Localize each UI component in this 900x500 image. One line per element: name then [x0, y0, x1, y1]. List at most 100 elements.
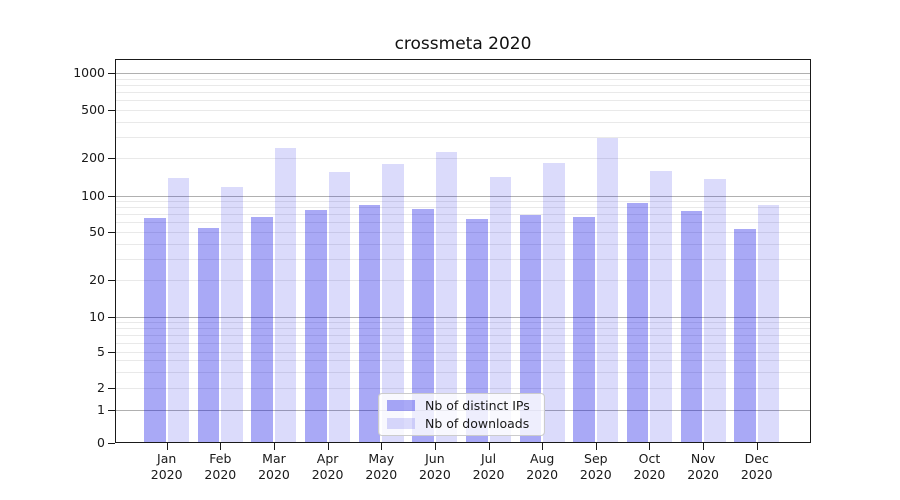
bar-nb-of-downloads-jun — [435, 151, 458, 443]
gridline-minor — [115, 280, 811, 281]
y-tick-label: 5 — [97, 343, 105, 359]
bar-nb-of-distinct-ips-mar — [251, 217, 273, 443]
x-tick — [757, 443, 758, 450]
x-tick-month: Nov — [690, 451, 716, 466]
y-tick-label: 1000 — [73, 65, 105, 80]
y-tick — [108, 232, 115, 233]
x-tick-label: Jan 2020 — [135, 451, 199, 482]
x-tick-label: Apr 2020 — [296, 451, 360, 482]
bar-nb-of-distinct-ips-sep — [573, 217, 595, 443]
y-tick — [108, 73, 115, 74]
x-tick-month: Jun — [425, 451, 445, 466]
x-tick-label: Jul 2020 — [457, 451, 521, 482]
gridline-minor — [115, 85, 811, 86]
x-tick — [703, 443, 704, 450]
y-tick — [108, 443, 115, 444]
gridline-minor — [115, 244, 811, 245]
gridline-minor — [115, 322, 811, 323]
chart-title: crossmeta 2020 — [394, 34, 532, 54]
bar-nb-of-downloads-feb — [221, 186, 243, 443]
x-tick — [274, 443, 275, 450]
bar-nb-of-downloads-apr — [328, 172, 351, 443]
x-tick-year: 2020 — [687, 466, 719, 482]
bar-nb-of-downloads-may — [382, 164, 404, 443]
gridline-minor — [115, 214, 811, 215]
x-tick-label: Nov 2020 — [671, 451, 735, 482]
x-tick-month: Jul — [480, 451, 497, 466]
gridline-minor — [115, 388, 811, 389]
y-tick — [108, 410, 115, 411]
gridline-minor — [115, 100, 811, 101]
x-tick — [381, 443, 382, 450]
x-tick-year: 2020 — [740, 466, 773, 482]
x-tick-month: Feb — [209, 451, 232, 466]
x-tick — [167, 443, 168, 450]
x-tick-month: Jan — [157, 451, 177, 466]
x-tick-month: Dec — [744, 451, 769, 466]
gridline-minor — [115, 343, 811, 344]
gridline-minor — [115, 328, 811, 329]
legend-label-downloads: Nb of downloads — [425, 416, 530, 431]
x-tick — [220, 443, 221, 450]
y-tick — [108, 280, 115, 281]
bar-nb-of-downloads-mar — [274, 148, 297, 443]
legend-item-distinct-ips: Nb of distinct IPs — [387, 398, 544, 413]
x-tick-year: 2020 — [418, 466, 451, 482]
gridline-minor — [115, 110, 811, 111]
bar-nb-of-downloads-dec — [757, 204, 780, 443]
x-tick-month: Apr — [316, 451, 339, 466]
gridline-major — [115, 317, 811, 318]
gridline-minor — [115, 335, 811, 336]
x-tick — [542, 443, 543, 450]
x-tick-label: May 2020 — [349, 451, 413, 482]
x-tick-label: Dec 2020 — [725, 451, 789, 482]
gridline-major — [115, 73, 811, 74]
bar-nb-of-distinct-ips-aug — [519, 215, 542, 443]
gridline-minor — [115, 259, 811, 260]
y-tick-label: 50 — [89, 224, 105, 239]
gridline-minor — [115, 79, 811, 80]
x-tick — [596, 443, 597, 450]
y-tick-label: 200 — [81, 150, 105, 165]
bar-nb-of-distinct-ips-dec — [734, 228, 756, 443]
x-tick — [489, 443, 490, 450]
x-tick-label: Feb 2020 — [188, 451, 252, 482]
bar-nb-of-distinct-ips-oct — [626, 202, 649, 443]
legend-swatch-distinct-ips — [387, 400, 415, 411]
x-tick-year: 2020 — [204, 466, 237, 482]
bar-nb-of-downloads-jan — [167, 178, 190, 443]
x-tick-label: Sep 2020 — [564, 451, 628, 482]
y-tick — [108, 158, 115, 159]
bar-nb-of-downloads-sep — [596, 138, 619, 443]
gridline-minor — [115, 122, 811, 123]
y-tick — [108, 196, 115, 197]
y-tick-label: 100 — [81, 187, 105, 203]
x-tick-month: Sep — [584, 451, 608, 466]
bar-nb-of-distinct-ips-jul — [466, 219, 488, 443]
bar-nb-of-downloads-oct — [650, 170, 672, 443]
x-tick-label: Jun 2020 — [403, 451, 467, 482]
gridline-minor — [115, 92, 811, 93]
gridline-minor — [115, 137, 811, 138]
x-tick-year: 2020 — [365, 466, 398, 482]
y-tick — [108, 352, 115, 353]
y-tick-label: 1 — [97, 401, 105, 417]
gridline-minor — [115, 232, 811, 233]
bar-nb-of-distinct-ips-jan — [144, 218, 166, 443]
legend-label-distinct-ips: Nb of distinct IPs — [425, 398, 530, 413]
bar-nb-of-distinct-ips-apr — [305, 209, 327, 443]
legend: Nb of distinct IPs Nb of downloads — [378, 393, 545, 436]
x-tick-month: Oct — [638, 451, 661, 466]
gridline-major — [115, 196, 811, 197]
y-tick-label: 0 — [97, 435, 105, 450]
x-tick — [649, 443, 650, 450]
y-tick-label: 500 — [81, 102, 105, 117]
x-tick-month: Mar — [262, 451, 286, 466]
x-tick-year: 2020 — [150, 466, 183, 482]
x-tick — [328, 443, 329, 450]
plot-area — [115, 59, 811, 443]
gridline-minor — [115, 372, 811, 373]
y-tick-label: 10 — [89, 309, 105, 324]
bar-nb-of-downloads-nov — [704, 178, 726, 443]
y-tick-label: 20 — [89, 272, 105, 287]
